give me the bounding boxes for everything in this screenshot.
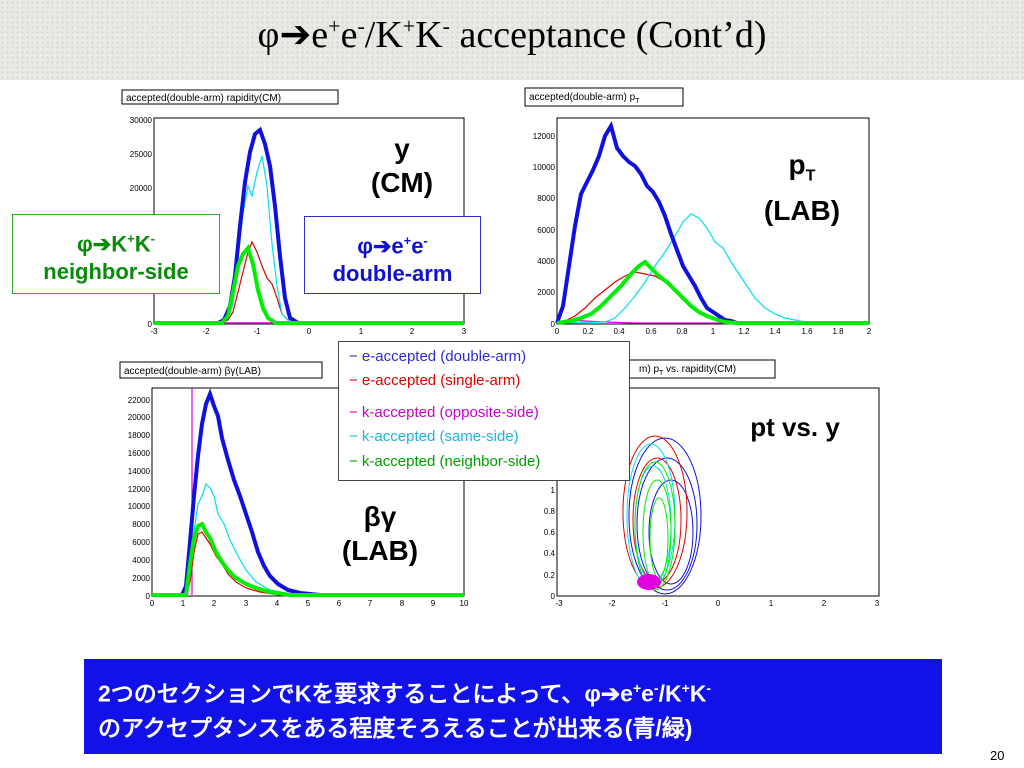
svg-text:1: 1: [551, 486, 556, 495]
svg-text:4000: 4000: [537, 257, 555, 266]
svg-text:1.2: 1.2: [738, 327, 750, 336]
svg-text:-3: -3: [555, 599, 563, 608]
svg-text:1: 1: [359, 327, 364, 336]
svg-text:30000: 30000: [130, 116, 153, 125]
svg-text:0: 0: [307, 327, 312, 336]
legend-item: − k-accepted (same-side): [349, 428, 519, 445]
pt-header: accepted(double-arm) pT: [529, 92, 640, 105]
svg-text:-1: -1: [253, 327, 261, 336]
legend-item: − e-accepted (single-arm): [349, 372, 521, 389]
svg-text:22000: 22000: [128, 396, 151, 405]
summary-line-2: のアクセプタンスをある程度そろえることが出来る(青/緑): [98, 714, 693, 741]
svg-text:0: 0: [551, 592, 556, 601]
legend-item: − k-accepted (neighbor-side): [349, 453, 541, 470]
svg-text:2: 2: [212, 599, 217, 608]
svg-text:0.8: 0.8: [676, 327, 688, 336]
svg-text:1: 1: [181, 599, 186, 608]
svg-text:2: 2: [822, 599, 827, 608]
svg-text:7: 7: [368, 599, 373, 608]
svg-text:-3: -3: [150, 327, 158, 336]
svg-text:6: 6: [337, 599, 342, 608]
svg-text:0.6: 0.6: [544, 528, 556, 537]
svg-text:1.4: 1.4: [769, 327, 781, 336]
pt-histogram: accepted(double-arm) pT 0 2000 4000 6000…: [515, 86, 875, 342]
slide-title: φ➔e+e-/K+K- acceptance (Cont’d): [257, 13, 767, 56]
summary-box: 2つのセクションでKを要求することによって、φ➔e+e-/K+K- のアクセプタ…: [84, 659, 942, 754]
svg-text:6000: 6000: [132, 538, 150, 547]
svg-text:0.8: 0.8: [544, 507, 556, 516]
svg-text:18000: 18000: [128, 431, 151, 440]
summary-line-1: 2つのセクションでKを要求することによって、φ➔e+e-/K+K-: [98, 680, 712, 707]
pt-label: pT (LAB): [763, 149, 841, 226]
svg-text:-1: -1: [661, 599, 669, 608]
svg-text:10000: 10000: [533, 163, 556, 172]
svg-text:0: 0: [716, 599, 721, 608]
ee-annotation: φ➔e+e- double-arm: [304, 216, 481, 294]
svg-text:0: 0: [551, 320, 556, 329]
svg-text:8: 8: [400, 599, 405, 608]
legend-item: − e-accepted (double-arm): [349, 348, 527, 365]
svg-text:3: 3: [244, 599, 249, 608]
svg-text:10000: 10000: [128, 502, 151, 511]
svg-text:2000: 2000: [132, 574, 150, 583]
svg-text:8000: 8000: [132, 520, 150, 529]
svg-text:20000: 20000: [130, 184, 153, 193]
svg-text:2: 2: [410, 327, 415, 336]
svg-text:4000: 4000: [132, 556, 150, 565]
legend-item: − k-accepted (opposite-side): [349, 404, 539, 421]
svg-text:2000: 2000: [537, 288, 555, 297]
svg-text:12000: 12000: [128, 485, 151, 494]
svg-text:20000: 20000: [128, 413, 151, 422]
svg-text:-2: -2: [202, 327, 210, 336]
svg-text:-2: -2: [608, 599, 616, 608]
svg-text:4: 4: [275, 599, 280, 608]
svg-text:14000: 14000: [128, 467, 151, 476]
svg-text:0: 0: [150, 599, 155, 608]
svg-text:0.2: 0.2: [544, 571, 556, 580]
betagamma-header: accepted(double-arm) βγ(LAB): [124, 366, 261, 377]
svg-text:9: 9: [431, 599, 436, 608]
legend-box: − e-accepted (double-arm) − e-accepted (…: [338, 341, 630, 481]
kk-annotation: φ➔K+K- neighbor-side: [12, 214, 220, 294]
svg-text:10: 10: [460, 599, 469, 608]
svg-text:2: 2: [867, 327, 872, 336]
svg-text:3: 3: [875, 599, 880, 608]
title-band: [0, 0, 1024, 80]
svg-text:12000: 12000: [533, 132, 556, 141]
pt-vs-y-label: pt vs. y: [750, 412, 840, 442]
svg-text:0.4: 0.4: [613, 327, 625, 336]
rapidity-header: accepted(double-arm) rapidity(CM): [126, 93, 281, 104]
svg-text:6000: 6000: [537, 226, 555, 235]
svg-text:1.8: 1.8: [832, 327, 844, 336]
rapidity-label: y (CM): [370, 133, 434, 198]
svg-text:5: 5: [306, 599, 311, 608]
svg-text:25000: 25000: [130, 150, 153, 159]
page-number: 20: [990, 748, 1005, 763]
svg-text:1: 1: [769, 599, 774, 608]
svg-text:0.6: 0.6: [645, 327, 657, 336]
pt-vs-y-header: m) pT vs. rapidity(CM): [639, 364, 736, 377]
svg-text:0.4: 0.4: [544, 549, 556, 558]
svg-text:0.2: 0.2: [582, 327, 594, 336]
betagamma-label: βγ (LAB): [341, 501, 419, 566]
svg-text:0: 0: [555, 327, 560, 336]
svg-text:16000: 16000: [128, 449, 151, 458]
svg-text:1: 1: [711, 327, 716, 336]
svg-text:8000: 8000: [537, 194, 555, 203]
svg-text:0: 0: [148, 320, 153, 329]
svg-text:3: 3: [462, 327, 467, 336]
svg-text:0: 0: [146, 592, 151, 601]
svg-text:1.6: 1.6: [801, 327, 813, 336]
